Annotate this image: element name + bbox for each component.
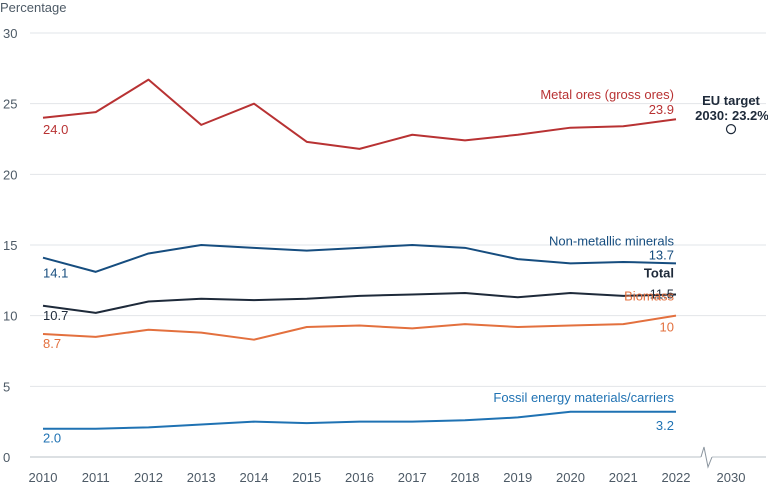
target-marker bbox=[725, 124, 737, 135]
x-tick-label: 2020 bbox=[556, 470, 585, 484]
series-line bbox=[42, 244, 677, 273]
series-group: Metal ores (gross ores)23.9 24.0 Non-metal… bbox=[42, 78, 677, 446]
axis-break-mark bbox=[700, 446, 713, 469]
target-label-line2: 2030: 23.2% bbox=[695, 108, 768, 123]
series-name-label: Total bbox=[644, 265, 674, 280]
series-line bbox=[43, 410, 676, 430]
x-tick-label: 2010 bbox=[29, 470, 58, 484]
series-0: Metal ores (gross ores)23.9 24.0 bbox=[42, 78, 677, 150]
series-3: Biomass 10 8.7 bbox=[42, 289, 677, 351]
series-2: Total 11.5 10.7 bbox=[42, 265, 677, 323]
y-tick-label: 0 bbox=[3, 450, 10, 465]
x-tick-label: 2013 bbox=[187, 470, 216, 484]
start-value-label: 14.1 bbox=[43, 266, 68, 281]
x-tick-label: 2030 bbox=[717, 470, 746, 484]
end-value-label: 13.7 bbox=[649, 247, 674, 262]
series-name-label: Metal ores (gross ores) bbox=[540, 87, 674, 102]
y-tick-label: 20 bbox=[3, 167, 17, 182]
x-tick-label: 2015 bbox=[292, 470, 321, 484]
series-name-label: Fossil energy materials/carriers bbox=[493, 390, 674, 405]
end-value-label: 10 bbox=[660, 320, 674, 335]
series-name-label: Non-metallic minerals bbox=[549, 233, 674, 248]
x-tick-label: 2019 bbox=[503, 470, 532, 484]
end-value-label: 11.5 bbox=[650, 286, 674, 301]
start-value-label: 2.0 bbox=[43, 431, 61, 446]
y-tick-label: 30 bbox=[3, 26, 17, 41]
end-value-label: 3.2 bbox=[656, 418, 674, 433]
x-tick-label: 2012 bbox=[134, 470, 163, 484]
x-tick-label: 2014 bbox=[240, 470, 269, 484]
y-axis-ticks: 0 5 10 15 20 25 30 bbox=[3, 26, 17, 465]
x-tick-label: 2022 bbox=[662, 470, 691, 484]
x-tick-label: 2018 bbox=[451, 470, 480, 484]
x-tick-label: 2017 bbox=[398, 470, 427, 484]
y-tick-label: 25 bbox=[3, 97, 17, 112]
start-value-label: 24.0 bbox=[43, 122, 68, 137]
series-line bbox=[42, 292, 677, 314]
y-tick-label: 5 bbox=[3, 379, 10, 394]
series-line bbox=[42, 78, 677, 150]
x-tick-label: 2016 bbox=[345, 470, 374, 484]
series-name-label: Biomass bbox=[624, 289, 674, 304]
x-tick-label: 2011 bbox=[82, 470, 110, 484]
x-tick-label: 2021 bbox=[609, 470, 638, 484]
target-label-line1: EU target bbox=[702, 93, 760, 108]
y-tick-label: 10 bbox=[3, 309, 17, 324]
start-value-label: 10.7 bbox=[43, 308, 68, 323]
x-axis: 2010 2011 2012 2013 2014 2015 2016 2017 2018 2019… bbox=[29, 446, 766, 484]
start-value-label: 8.7 bbox=[43, 336, 61, 351]
series-line bbox=[42, 314, 677, 341]
y-axis-label: Percentage bbox=[0, 0, 67, 15]
grid-lines bbox=[30, 32, 766, 387]
series-4: Fossil energy materials/carriers 3.2 2.0 bbox=[43, 390, 676, 446]
end-value-label: 23.9 bbox=[649, 102, 674, 117]
y-tick-label: 15 bbox=[3, 238, 17, 253]
